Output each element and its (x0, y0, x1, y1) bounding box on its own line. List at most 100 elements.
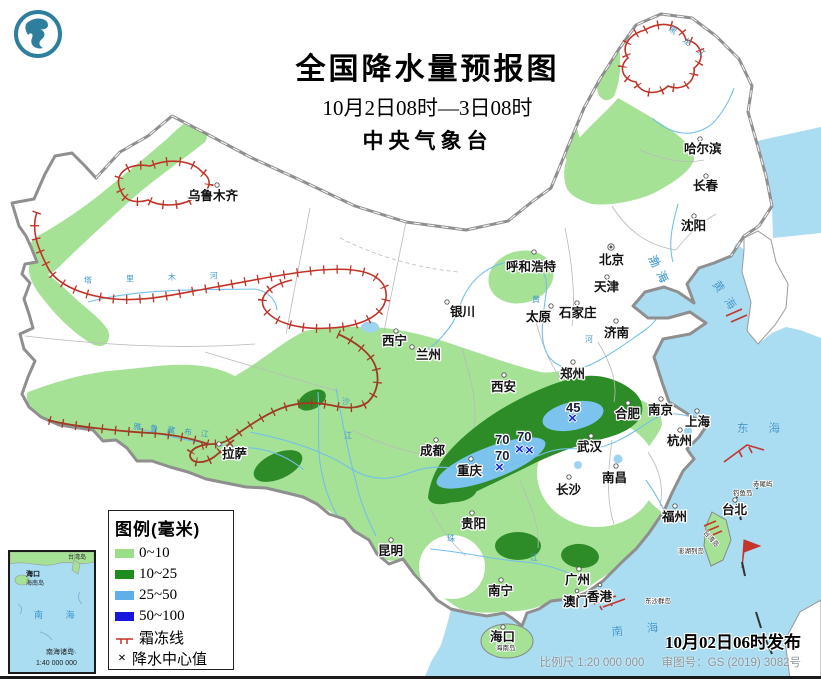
scale-label: 比例尺 1:20 000 000 (539, 657, 645, 669)
taiwan-island (703, 511, 732, 567)
city-label: 太原 (526, 309, 552, 324)
legend-item: 0~10 (115, 543, 233, 564)
legend-item-label: 10~25 (139, 566, 178, 582)
precip-center-value: 70 (517, 429, 531, 444)
precip-center-value: 70 (495, 448, 509, 463)
legend-swatch-0-10 (115, 549, 134, 558)
city-label: 海口 (490, 629, 515, 644)
precip-center-value: 45 (566, 400, 580, 415)
city-labels: 乌鲁木齐 哈尔滨 长春 沈阳 北京 天津 石家庄 太原 济南 郑州 呼和浩特 银… (187, 140, 749, 646)
precip-center-mark: × (525, 442, 534, 459)
sea-areas (424, 127, 821, 679)
city-label: 济南 (604, 325, 630, 340)
legend-swatch-50-100 (115, 612, 134, 621)
city-label: 兰州 (416, 347, 441, 362)
city-label: 杭州 (667, 433, 692, 448)
agency-name: 中央气象台 (362, 129, 493, 153)
legend-item-label: 50~100 (139, 608, 185, 624)
island-label: 钓鱼岛 (733, 488, 753, 497)
precip-centers: 70 70 70 45 × × × × (494, 399, 582, 477)
cma-logo (12, 8, 64, 65)
river-label: 沙 (342, 397, 350, 406)
luzon-island (784, 599, 821, 679)
chiwei-dot (755, 486, 759, 490)
precip-center-value: 70 (495, 432, 509, 447)
dragon-logo-icon (14, 10, 62, 58)
legend-item: 10~25 (115, 564, 233, 585)
city-label: 南京 (648, 402, 674, 417)
legend-item: 25~50 (115, 585, 233, 606)
river-label: 江 (530, 553, 538, 562)
city-label: 福州 (661, 509, 687, 524)
page-title: 全国降水量预报图 (295, 53, 560, 86)
city-label: 拉萨 (222, 446, 248, 461)
china-border-dash (95, 13, 773, 257)
legend-swatch-25-50 (115, 591, 134, 600)
precip-center-mark: × (568, 410, 577, 427)
river-label: 江 (344, 431, 352, 440)
city-label: 香港 (586, 589, 613, 604)
hainan-island (480, 623, 534, 659)
foreign-land (741, 230, 821, 679)
island-label: 海南岛 (496, 643, 516, 652)
inset-islands-label: 南海诸岛 (46, 647, 74, 656)
legend-item-label: 25~50 (139, 587, 178, 603)
inset-haikou-label: 海口 (26, 569, 40, 578)
sea-label: 东海 (737, 421, 800, 435)
province-borders (24, 149, 717, 557)
south-china-sea-inset: 海口 海南岛 台湾岛 南 海 南海诸岛 1:40 000 000 (8, 550, 96, 674)
river-label: 珠 (447, 533, 455, 543)
legend-item-label: 0~10 (139, 545, 170, 561)
inset-scale-label: 1:40 000 000 (36, 660, 77, 667)
forecast-period: 10月2日08时—3日08时 (322, 96, 533, 120)
city-label: 昆明 (378, 543, 403, 558)
inset-map: 海口 海南岛 台湾岛 南 海 南海诸岛 1:40 000 000 (9, 551, 95, 672)
frost-line-icon (115, 633, 134, 644)
penghu-dot (698, 550, 702, 554)
rivers (87, 87, 735, 580)
inset-sea-label: 南 海 (34, 609, 85, 620)
city-label: 乌鲁木齐 (188, 188, 239, 203)
city-label: 贵阳 (461, 516, 486, 531)
approval-number: 审图号：GS (2019) 3082号 (661, 657, 801, 669)
diaoyu-dot (735, 495, 739, 499)
precipitation-layers (24, 22, 735, 613)
korea-peninsula (741, 230, 789, 345)
x-mark-icon: × (118, 650, 126, 666)
city-label: 长春 (693, 178, 719, 193)
city-label: 台北 (722, 502, 748, 517)
city-label: 重庆 (457, 463, 483, 478)
island-label: 东沙群岛 (645, 596, 671, 605)
legend-swatch-10-25 (115, 570, 134, 579)
city-label: 武汉 (577, 439, 603, 454)
city-label: 成都 (420, 443, 446, 458)
city-label: 上海 (685, 414, 711, 429)
map-header: 全国降水量预报图 10月2日08时—3日08时 中央气象台 (255, 44, 600, 155)
inset-taiwan-label: 台湾岛 (68, 553, 86, 561)
legend-item-frost: 霜冻线 (115, 627, 233, 648)
precip-center-mark: × (495, 459, 504, 476)
city-label: 哈尔滨 (684, 141, 722, 156)
city-label: 西安 (491, 379, 516, 394)
inset-hainan-label: 海南岛 (26, 579, 44, 587)
city-markers (214, 136, 738, 630)
city-label: 广州 (565, 572, 590, 587)
river-label: 河 (585, 334, 593, 344)
legend-frost-label: 霜冻线 (139, 631, 185, 647)
legend: 图例(毫米) 0~10 10~25 25~50 50~100 霜冻线 × 降水中… (108, 510, 234, 670)
legend-center-label: 降水中心值 (132, 652, 208, 668)
city-label: 呼和浩特 (506, 259, 557, 274)
island-label: 赤尾屿 (753, 479, 773, 488)
city-label: 长沙 (556, 482, 582, 497)
island-label: 澎湖列岛 (678, 546, 704, 555)
city-label: 合肥 (615, 406, 641, 421)
qinghai-lake (361, 321, 379, 333)
legend-item-center: × 降水中心值 (115, 648, 233, 669)
legend-item: 50~100 (115, 606, 233, 627)
map-scale-line: 比例尺 1:20 000 000 审图号：GS (2019) 3082号 (540, 654, 801, 670)
bottom-border (0, 676, 821, 679)
precip-center-mark: × (515, 441, 524, 458)
city-label: 郑州 (560, 366, 585, 381)
